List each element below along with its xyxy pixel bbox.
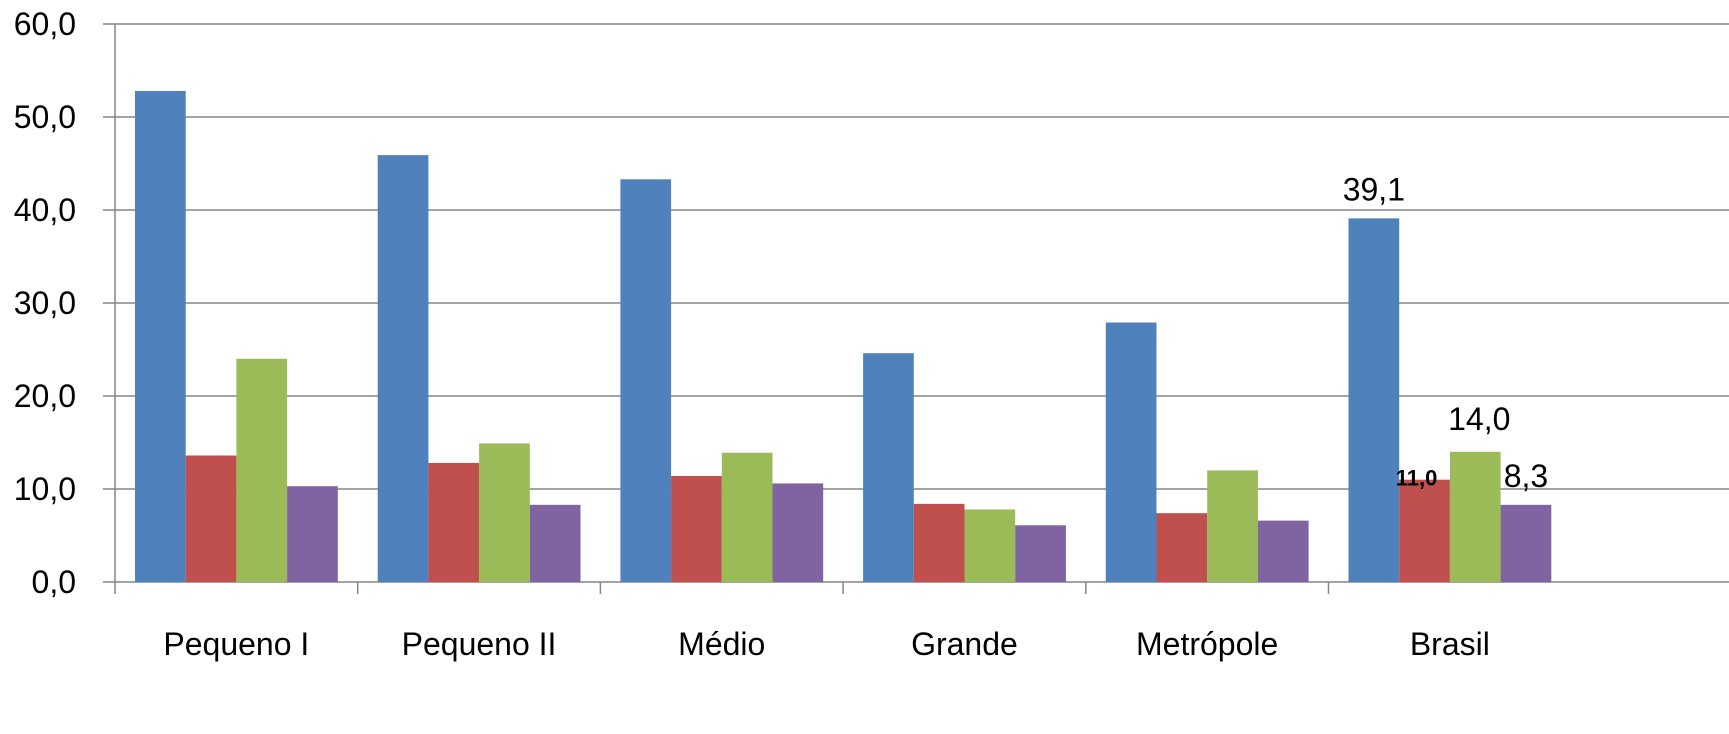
bar [620,179,671,582]
data-label: 8,3 [1504,458,1548,494]
bar [671,476,722,582]
bar [236,359,287,582]
x-tick-label: Brasil [1410,626,1490,662]
bar [773,483,824,582]
x-tick-label: Metrópole [1136,626,1278,662]
bar [1399,480,1450,582]
y-tick-label: 20,0 [14,378,76,414]
data-label: 14,0 [1448,401,1510,437]
bar [135,91,186,582]
y-tick-label: 50,0 [14,99,76,135]
bar [530,505,581,582]
y-tick-label: 0,0 [32,564,76,600]
bar [287,486,338,582]
bar [914,504,965,582]
y-tick-label: 40,0 [14,192,76,228]
y-tick-label: 30,0 [14,285,76,321]
bar [1258,521,1309,582]
bar [1015,525,1066,582]
bar [428,463,479,582]
x-tick-label: Pequeno I [163,626,309,662]
bar [863,353,914,582]
data-label: 11,0 [1396,466,1438,491]
bar [378,155,429,582]
y-tick-label: 10,0 [14,471,76,507]
x-tick-label: Grande [911,626,1018,662]
bars [135,91,1551,582]
bar [1349,218,1400,582]
x-tick-label: Pequeno II [402,626,557,662]
bar [1501,505,1552,582]
x-tick-label: Médio [678,626,765,662]
bar [1157,513,1208,582]
bar [1106,323,1157,582]
bar [722,453,773,582]
data-label: 39,1 [1343,171,1405,207]
y-tick-label: 60,0 [14,6,76,42]
bar [186,456,237,582]
bar [1207,470,1258,582]
bar [1450,452,1501,582]
bar [479,443,530,582]
bar [965,509,1016,582]
